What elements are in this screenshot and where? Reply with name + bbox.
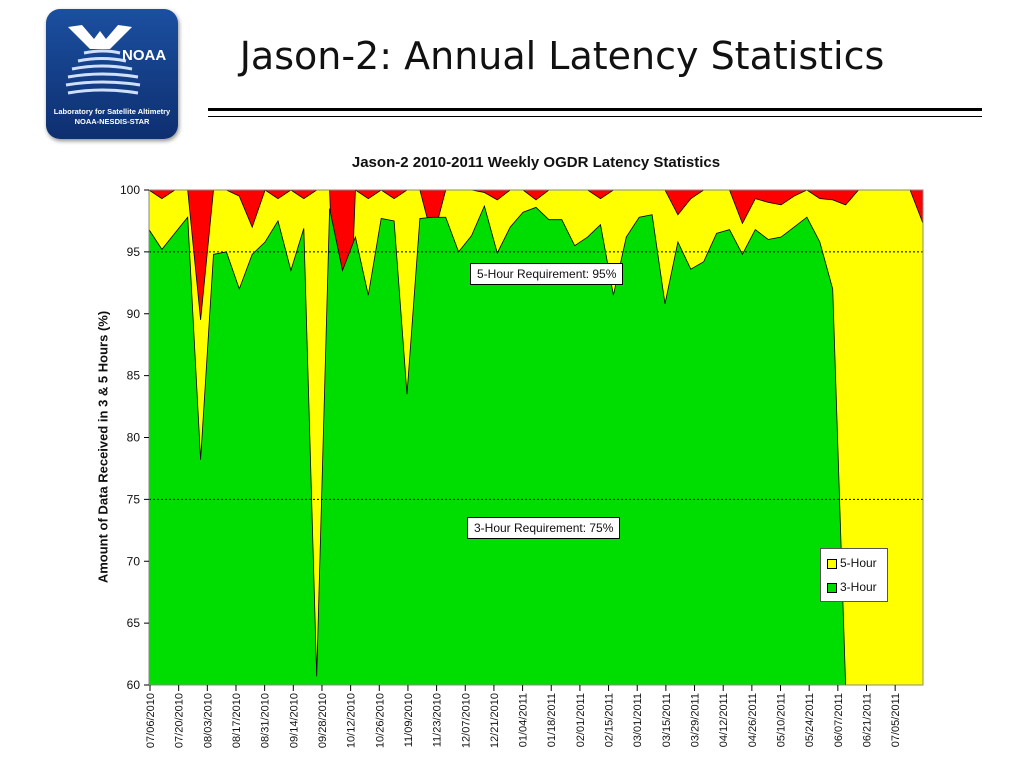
x-tick-label-14: 01/18/2011 [546, 693, 558, 747]
x-tick-label-23: 05/24/2011 [804, 693, 816, 747]
x-tick-label-17: 03/01/2011 [632, 693, 644, 747]
x-tick-label-21: 04/26/2011 [747, 693, 759, 747]
x-tick-label-8: 10/26/2010 [374, 693, 386, 748]
y-tick-label-65: 65 [127, 616, 141, 630]
chart-legend: 5-Hour 3-Hour [820, 548, 888, 602]
y-tick-label-60: 60 [127, 678, 141, 692]
y-tick-label-85: 85 [127, 369, 141, 383]
y-tick-label-75: 75 [127, 492, 141, 506]
legend-label-3-hour: 3-Hour [840, 580, 877, 594]
five-hour-requirement-label: 5-Hour Requirement: 95% [470, 263, 624, 285]
x-tick-label-12: 12/21/2010 [489, 693, 501, 748]
chart-title: Jason-2 2010-2011 Weekly OGDR Latency St… [351, 154, 721, 171]
title-rule-thick [208, 108, 982, 111]
x-tick-label-5: 09/14/2010 [288, 693, 300, 748]
x-tick-label-7: 10/12/2010 [346, 693, 358, 748]
slide-title: Jason-2: Annual Latency Statistics [239, 34, 885, 78]
x-tick-label-13: 01/04/2011 [518, 693, 530, 747]
y-tick-label-100: 100 [120, 183, 140, 197]
x-tick-label-2: 08/03/2010 [202, 693, 214, 748]
legend-swatch-5-hour [827, 558, 837, 569]
x-tick-label-18: 03/15/2011 [661, 693, 673, 747]
x-tick-label-3: 08/17/2010 [231, 693, 243, 748]
noaa-emblem-icon [65, 25, 141, 95]
x-tick-label-11: 12/07/2010 [460, 693, 472, 748]
y-tick-label-70: 70 [127, 554, 141, 568]
x-tick-label-15: 02/01/2011 [575, 693, 587, 747]
x-tick-label-6: 09/28/2010 [317, 693, 329, 748]
logo-line-1: Laboratory for Satellite Altimetry [53, 107, 171, 116]
logo-brand: NOAA [122, 47, 167, 64]
legend-item-5-hour: 5-Hour [827, 556, 877, 570]
title-rule-thin [208, 116, 982, 117]
x-tick-label-24: 06/07/2011 [833, 693, 845, 747]
x-tick-label-0: 07/06/2010 [145, 693, 157, 748]
x-tick-label-26: 07/05/2011 [890, 693, 902, 747]
logo-caption: Laboratory for Satellite Altimetry NOAA-… [46, 107, 178, 127]
x-tick-label-10: 11/23/2010 [432, 693, 444, 747]
y-tick-label-90: 90 [127, 307, 141, 321]
x-tick-label-1: 07/20/2010 [174, 693, 186, 748]
x-tick-label-22: 05/10/2011 [776, 693, 788, 747]
series-3-hour-area [148, 204, 923, 686]
logo-line-2: NOAA-NESDIS-STAR [74, 117, 150, 126]
legend-label-5-hour: 5-Hour [840, 556, 877, 570]
x-tick-label-25: 06/21/2011 [862, 693, 874, 747]
x-tick-label-4: 08/31/2010 [260, 693, 272, 748]
legend-swatch-3-hour [827, 582, 837, 593]
x-tick-label-19: 03/29/2011 [690, 693, 702, 747]
x-tick-label-20: 04/12/2011 [718, 693, 730, 747]
y-tick-label-80: 80 [127, 431, 141, 445]
y-tick-label-95: 95 [127, 245, 141, 259]
legend-item-3-hour: 3-Hour [827, 580, 877, 594]
three-hour-requirement-label: 3-Hour Requirement: 75% [467, 517, 621, 539]
noaa-logo: NOAA Laboratory for Satellite Altimetry … [46, 9, 178, 139]
x-tick-label-9: 11/09/2010 [403, 693, 415, 747]
x-tick-label-16: 02/15/2011 [604, 693, 616, 747]
